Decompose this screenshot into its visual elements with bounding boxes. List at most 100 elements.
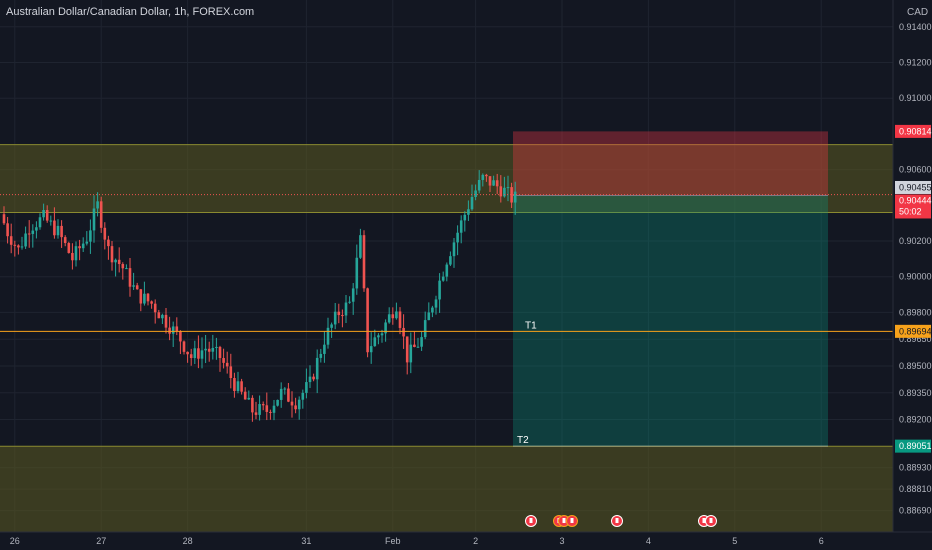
candle-body [503, 188, 506, 197]
candle-body [89, 230, 92, 241]
candle-body [172, 326, 175, 333]
candle-body [39, 217, 42, 227]
candle-body [176, 326, 179, 331]
price-tick-label: 0.91000 [899, 93, 932, 103]
bid-price-text: 0.90455 [899, 182, 932, 192]
candle-body [147, 294, 150, 302]
flag-icon-mark [530, 518, 533, 523]
candle-body [399, 311, 402, 327]
candle-body [269, 412, 272, 413]
candle-body [186, 352, 189, 354]
flag-icon-mark [571, 518, 574, 523]
candle-body [118, 260, 121, 264]
time-tick-label: 6 [819, 536, 824, 546]
candle-body [366, 288, 369, 352]
candle-body [24, 233, 27, 246]
candle-body [266, 405, 269, 412]
time-tick-label: 3 [559, 536, 564, 546]
candle-body [388, 314, 391, 322]
candle-body [359, 235, 362, 258]
candle-body [93, 208, 96, 230]
candle-body [35, 227, 38, 230]
demand-zone [0, 446, 893, 532]
candle-body [309, 377, 312, 382]
candle-body [68, 243, 71, 253]
chart-title: Australian Dollar/Canadian Dollar, 1h, F… [6, 6, 254, 18]
candle-body [158, 312, 161, 318]
candle-body [298, 400, 301, 410]
candle-body [244, 392, 247, 400]
candle-body [392, 314, 395, 318]
candle-body [100, 201, 103, 227]
candle-body [428, 312, 431, 320]
candle-body [129, 268, 132, 287]
candle-body [208, 349, 211, 352]
target-1-label: T1 [525, 320, 537, 331]
candle-body [3, 214, 6, 223]
candle-body [215, 347, 218, 348]
flag-icon-mark [710, 518, 713, 523]
candle-body [230, 366, 233, 378]
price-tick-label: 0.90200 [899, 236, 932, 246]
stop-loss-area[interactable] [513, 131, 828, 195]
candle-body [431, 308, 434, 313]
candle-body [474, 190, 477, 197]
candle-body [262, 404, 265, 405]
candle-body [6, 223, 9, 236]
candle-body [417, 347, 420, 348]
countdown-text: 50:02 [899, 206, 922, 216]
candle-body [327, 328, 330, 345]
candle-body [320, 354, 323, 358]
candle-body [190, 354, 193, 358]
price-tick-label: 0.89500 [899, 361, 932, 371]
candle-body [71, 253, 74, 260]
candle-body [237, 381, 240, 391]
candle-body [226, 363, 229, 367]
candle-body [82, 244, 85, 249]
candle-body [338, 312, 341, 315]
candle-body [60, 226, 63, 237]
currency-label: CAD [907, 7, 928, 18]
candle-body [122, 264, 125, 268]
target-2-label: T2 [517, 435, 529, 446]
target2-price-text: 0.89051 [899, 441, 932, 451]
candle-body [291, 402, 294, 406]
candle-body [233, 378, 236, 391]
position-tool[interactable] [513, 131, 828, 446]
candle-body [370, 346, 373, 352]
candle-body [496, 180, 499, 186]
candle-body [413, 345, 416, 347]
price-tick-label: 0.90600 [899, 165, 932, 175]
candle-body [17, 245, 20, 247]
candle-body [356, 258, 359, 289]
candle-body [420, 337, 423, 347]
candle-body [165, 315, 168, 328]
candle-body [514, 192, 517, 203]
candle-body [28, 233, 31, 234]
candle-body [363, 235, 366, 288]
candle-body [136, 285, 139, 289]
candle-body [456, 233, 459, 243]
candle-body [312, 377, 315, 380]
candle-body [482, 175, 485, 180]
candle-body [374, 337, 377, 346]
last-price-text: 0.90444 [899, 195, 932, 205]
time-tick-label: 28 [183, 536, 193, 546]
candle-body [197, 348, 200, 358]
candle-body [424, 320, 427, 337]
take-profit-area[interactable] [513, 195, 828, 446]
candle-body [305, 382, 308, 393]
time-tick-label: 31 [301, 536, 311, 546]
flag-icon-mark [563, 518, 566, 523]
candle-body [14, 245, 17, 246]
candle-body [316, 358, 319, 379]
candle-body [57, 226, 60, 235]
candle-body [75, 246, 78, 260]
price-tick-label: 0.89800 [899, 307, 932, 317]
candle-body [334, 312, 337, 325]
candle-body [287, 389, 290, 402]
candle-body [377, 335, 380, 337]
candle-body [449, 256, 452, 264]
candle-body [212, 348, 215, 352]
